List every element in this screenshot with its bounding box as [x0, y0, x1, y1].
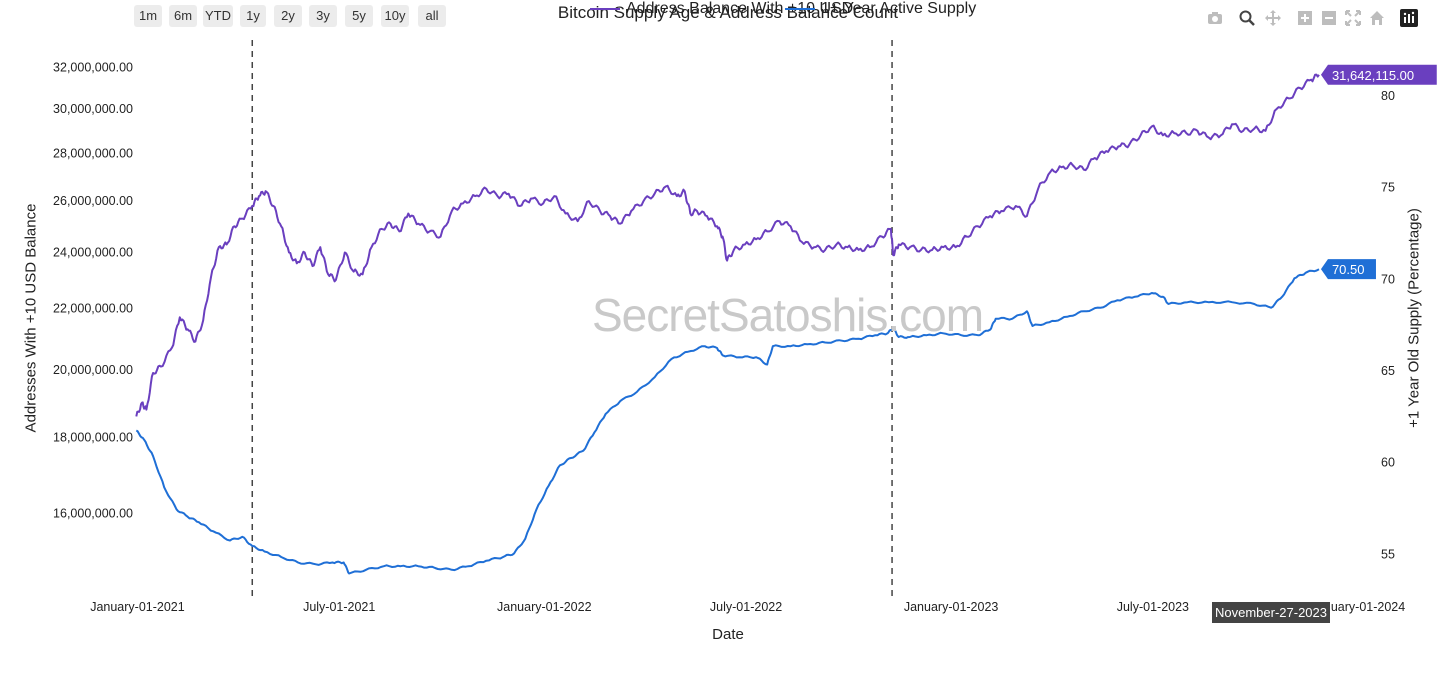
vertical-markers [251, 40, 893, 598]
x-axis-title: Date [712, 626, 744, 643]
y-left-tick-label: 22,000,000.00 [53, 301, 133, 315]
legend-label: Address Balance With +10 USD [626, 0, 854, 17]
legend-item-active-supply[interactable]: 1+ Year Active Supply [785, 0, 976, 18]
watermark-text: SecretSatoshis.com [592, 289, 984, 341]
camera-icon[interactable] [1206, 9, 1224, 27]
chart-title: Bitcoin Supply Age & Address Balance Cou… [557, 3, 899, 22]
last-value-labels: 31,642,115.00 70.50 [1320, 64, 1437, 280]
y-left-tick-label: 32,000,000.00 [53, 61, 133, 75]
plotly-logo-icon[interactable] [1400, 9, 1418, 27]
legend-item-address-balance[interactable]: Address Balance With +10 USD [590, 0, 853, 18]
y-left-tick-label: 20,000,000.00 [53, 363, 133, 377]
x-tick-label: July-01-2021 [303, 600, 375, 614]
y-left-tick-label: 30,000,000.00 [53, 102, 133, 116]
x-tick-label: July-01-2023 [1117, 600, 1189, 614]
y-left-tick-label: 18,000,000.00 [53, 431, 133, 445]
range-button-2y[interactable]: 2y [274, 5, 302, 27]
y-right-tick-label: 80 [1381, 89, 1395, 103]
range-button-1y[interactable]: 1y [240, 5, 266, 27]
legend-line-swatch [590, 7, 620, 10]
zoom-icon[interactable] [1238, 9, 1256, 27]
range-button-5y[interactable]: 5y [345, 5, 373, 27]
autoscale-icon[interactable] [1344, 9, 1362, 27]
pan-icon[interactable] [1264, 9, 1282, 27]
home-icon[interactable] [1368, 9, 1386, 27]
y-right-tick-label: 65 [1381, 364, 1395, 378]
zoom-out-icon[interactable] [1320, 9, 1338, 27]
y-right-tick-label: 75 [1381, 181, 1395, 195]
last-value-label-active-supply: 70.50 [1320, 259, 1376, 280]
last-value-label-address-balance: 31,642,115.00 [1320, 64, 1437, 85]
x-tick-label: January-01-2023 [904, 600, 999, 614]
y-right-tick-label: 60 [1381, 456, 1395, 470]
range-button-6m[interactable]: 6m [169, 5, 197, 27]
series-lines [135, 73, 1320, 575]
range-button-ytd[interactable]: YTD [203, 5, 233, 27]
range-button-3y[interactable]: 3y [309, 5, 337, 27]
y-axis-left-title: Addresses With +10 USD Balance [22, 203, 40, 433]
legend-line-swatch [785, 7, 815, 10]
axis-ticks: January-01-2021 July-01-2021 January-01-20… [53, 61, 1405, 614]
series-line-active-supply[interactable] [135, 268, 1320, 575]
x-tick-label: January-01-2021 [90, 600, 185, 614]
hover-date-label: November-27-2023 [1212, 602, 1330, 623]
range-button-all[interactable]: all [418, 5, 446, 27]
y-right-tick-label: 70 [1381, 272, 1395, 286]
x-tick-label: January-01-2024 [1311, 600, 1406, 614]
range-button-10y[interactable]: 10y [381, 5, 409, 27]
svg-text:70.50: 70.50 [1332, 262, 1365, 277]
svg-text:31,642,115.00: 31,642,115.00 [1332, 68, 1414, 83]
y-left-tick-label: 28,000,000.00 [53, 146, 133, 160]
y-right-tick-label: 55 [1381, 547, 1395, 561]
x-tick-label: July-01-2022 [710, 600, 782, 614]
series-line-address-balance[interactable] [135, 73, 1320, 417]
y-axis-right-title: +1 Year Old Supply (Percentage) [1405, 208, 1423, 428]
range-button-1m[interactable]: 1m [134, 5, 162, 27]
y-left-tick-label: 26,000,000.00 [53, 194, 133, 208]
y-left-tick-label: 24,000,000.00 [53, 246, 133, 260]
x-tick-label: January-01-2022 [497, 600, 592, 614]
zoom-in-icon[interactable] [1296, 9, 1314, 27]
legend-label: 1+ Year Active Supply [821, 0, 977, 17]
y-left-tick-label: 16,000,000.00 [53, 506, 133, 520]
